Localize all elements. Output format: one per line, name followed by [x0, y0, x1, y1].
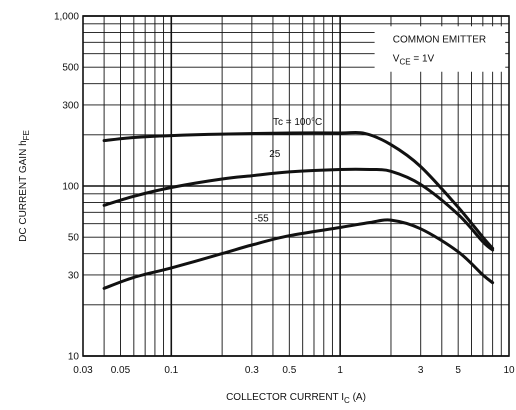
x-tick-label: 0.03	[73, 365, 93, 376]
annotation-v-sub: CE	[399, 57, 410, 66]
x-tick-label: 1	[337, 365, 343, 376]
x-axis-title: COLLECTOR CURRENT IC (A)	[226, 392, 366, 405]
x-tick-label: 0.05	[111, 365, 131, 376]
x-tick-label: 10	[503, 365, 515, 376]
x-axis-title-tail: (A)	[350, 392, 366, 403]
series-line-minus-55c	[102, 218, 495, 290]
y-tick-label: 500	[62, 63, 79, 74]
y-axis-title-main: DC CURRENT GAIN h	[18, 140, 29, 242]
plot-frame	[82, 15, 510, 357]
x-tick-label: 0.3	[245, 365, 259, 376]
series-label-100c: Tc = 100°C	[273, 117, 322, 128]
y-axis-title: DC CURRENT GAIN hFE	[18, 130, 31, 242]
y-tick-label: 30	[68, 270, 80, 281]
x-axis-title-main: COLLECTOR CURRENT I	[226, 392, 344, 403]
series-labels: Tc = 100°C 25 -55	[254, 117, 322, 224]
tick-labels: 0.03 0.05 0.1 0.3 0.5 1 3 5 10 10 30 50 100 300 500 1,0…	[54, 12, 515, 377]
annotation-box	[374, 26, 506, 72]
x-tick-label: 0.5	[282, 365, 296, 376]
annotation-v-tail: = 1V	[411, 53, 435, 64]
x-tick-label: 0.1	[164, 365, 178, 376]
series-line-100c	[102, 130, 495, 250]
series-label-minus-55c: -55	[254, 213, 269, 224]
annotation-line-1: COMMON EMITTER	[393, 34, 486, 45]
y-tick-label: 10	[68, 352, 80, 363]
y-tick-label: 100	[62, 182, 79, 193]
y-tick-label: 300	[62, 100, 79, 111]
x-tick-label: 3	[418, 365, 424, 376]
x-axis-title-sub: C	[344, 396, 350, 405]
y-tick-label: 50	[68, 233, 80, 244]
annotation-line-2: VCE = 1V	[393, 53, 435, 66]
series-line-25c	[102, 167, 495, 252]
series-label-25c: 25	[269, 149, 281, 160]
annotation-v: V	[393, 53, 400, 64]
y-axis-title-sub: FE	[22, 130, 31, 140]
x-tick-label: 5	[455, 365, 461, 376]
curves	[102, 130, 495, 290]
y-tick-label: 1,000	[54, 12, 79, 23]
